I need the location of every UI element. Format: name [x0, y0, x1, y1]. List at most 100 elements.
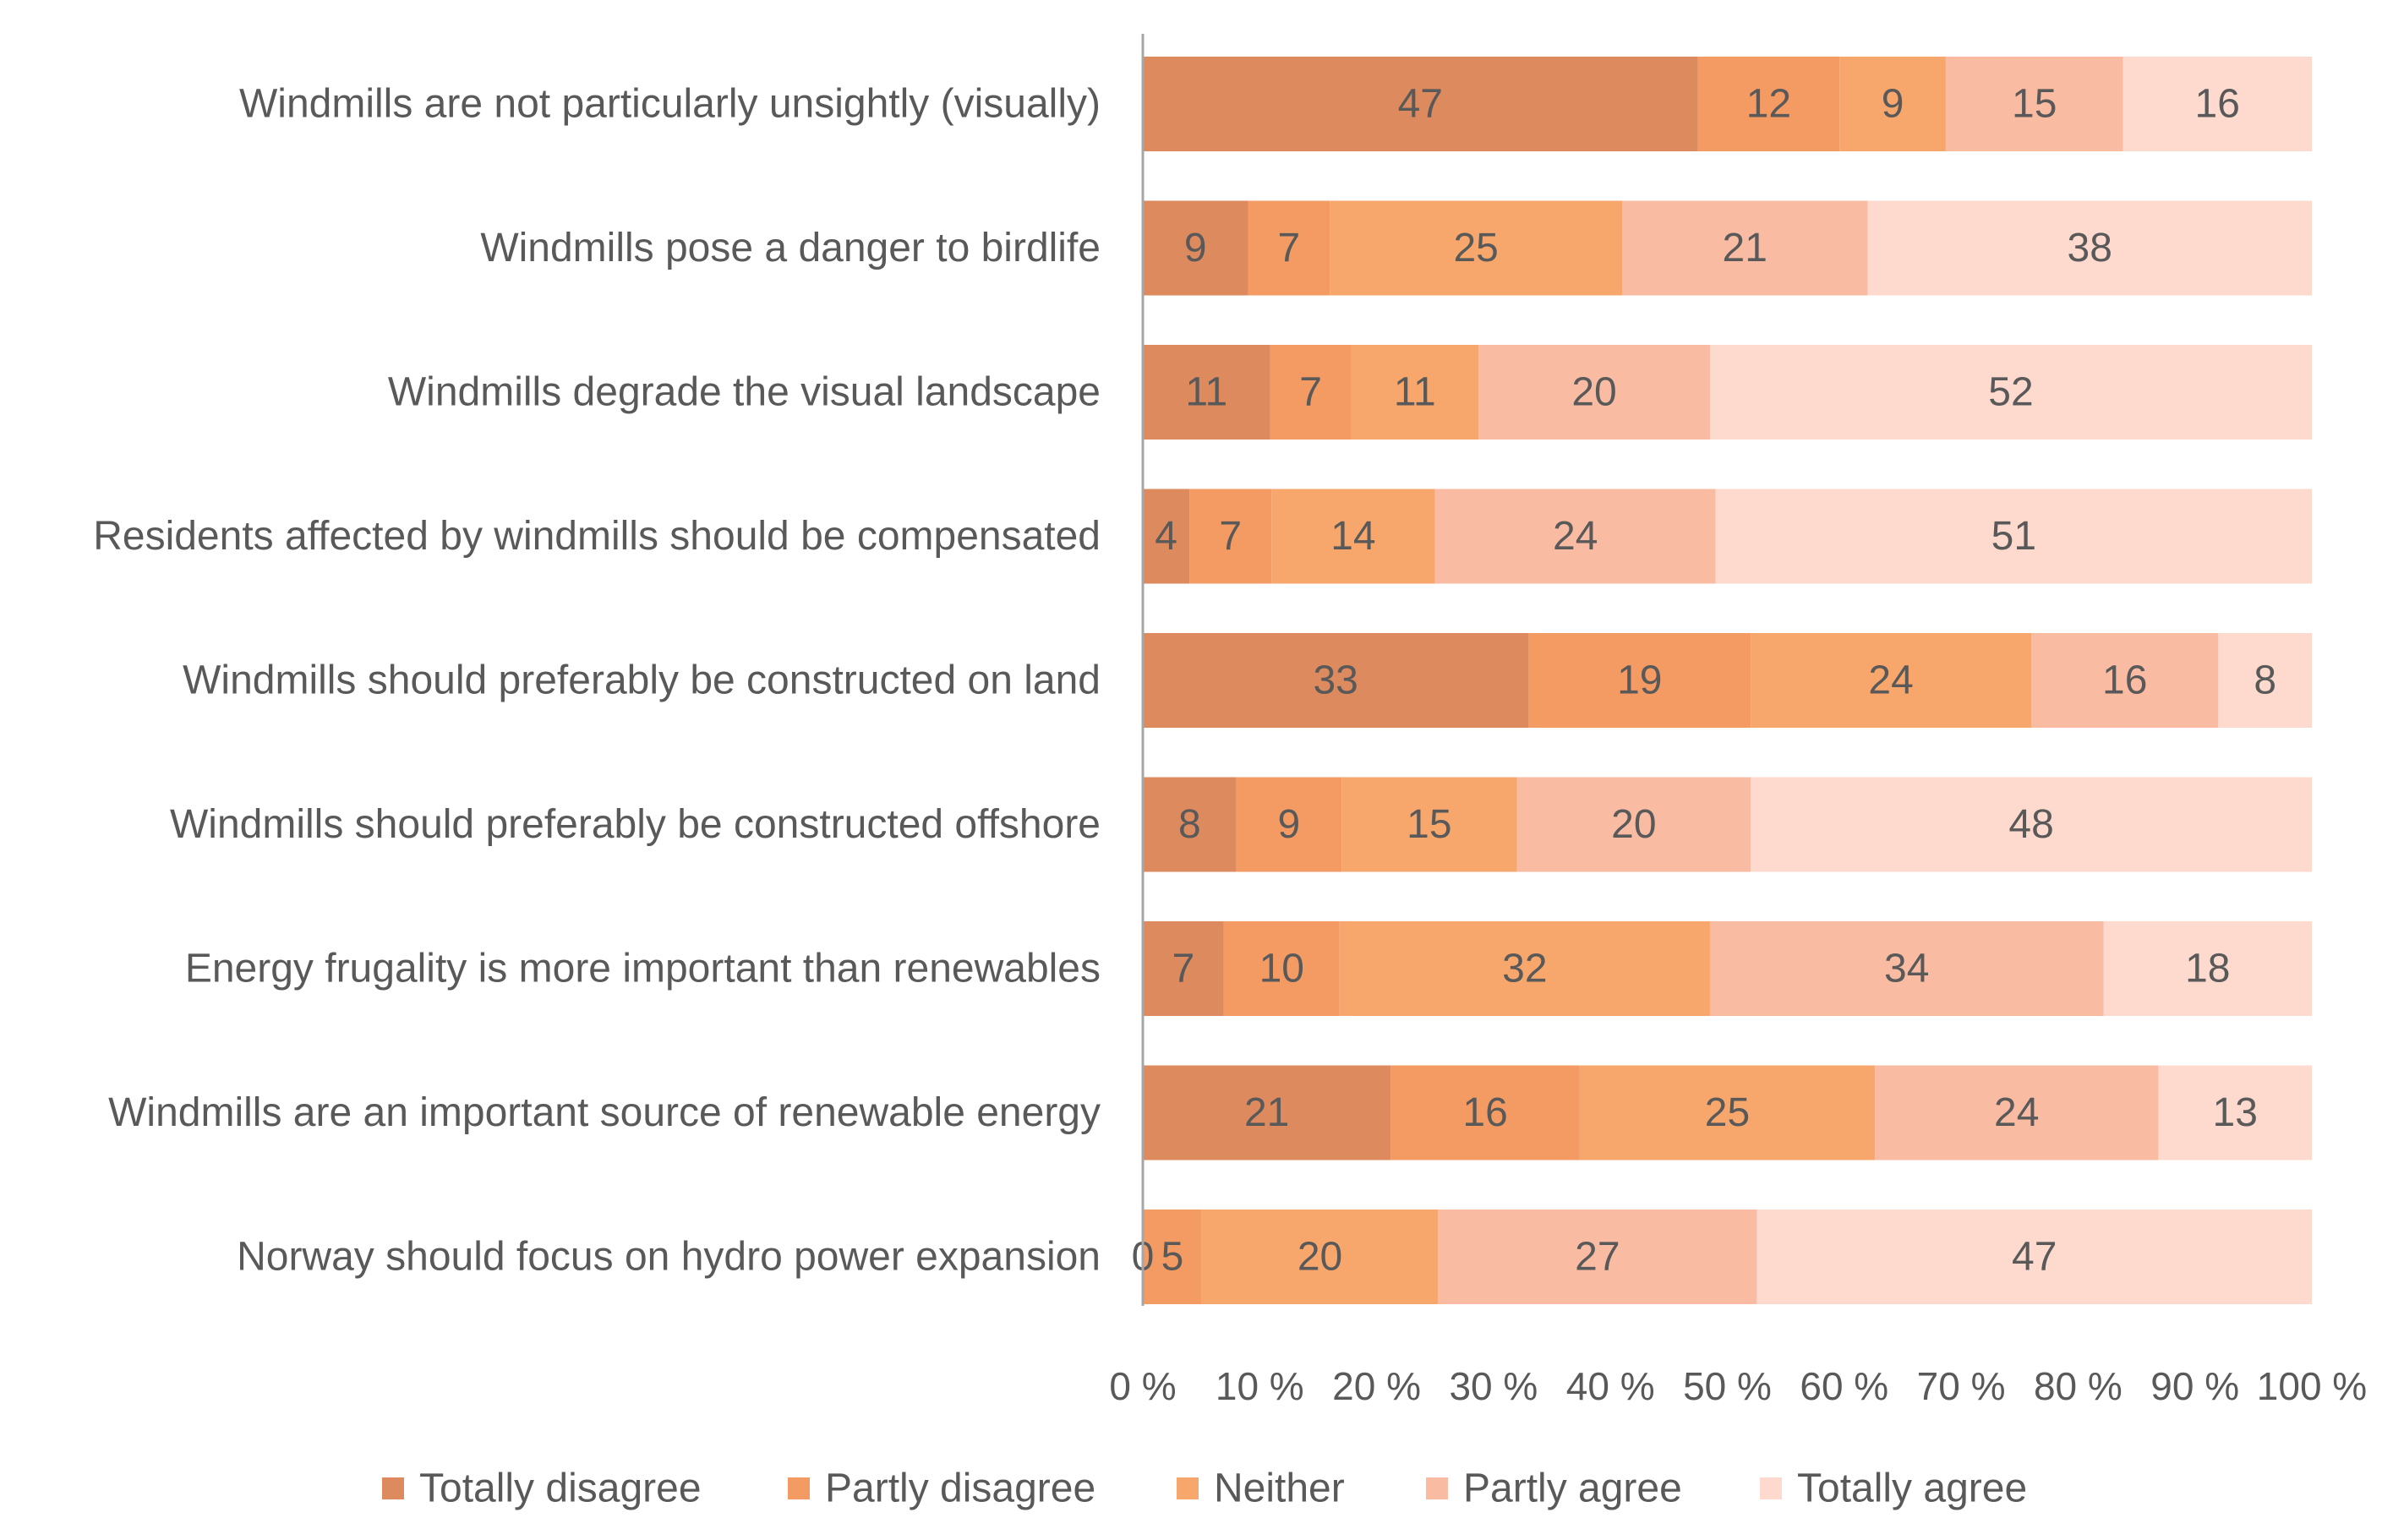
bar-segment: [1143, 345, 1270, 440]
bar-value-label: 24: [1994, 1090, 2039, 1135]
bar-segment: [1341, 777, 1517, 872]
bar-value-label: 9: [1278, 802, 1301, 847]
bar-segment: [1622, 200, 1868, 296]
bar-value-label: 12: [1746, 82, 1791, 127]
bar-segment: [1945, 57, 2123, 151]
category-label: Windmills are an important source of ren…: [108, 1090, 1101, 1135]
x-tick-label: 70 %: [1917, 1364, 2006, 1408]
x-tick-label: 100 %: [2257, 1364, 2367, 1408]
bar-value-label: 10: [1259, 947, 1304, 991]
x-tick-label: 30 %: [1449, 1364, 1538, 1408]
legend-swatch: [1760, 1477, 1782, 1499]
bar-value-label: 9: [1882, 82, 1904, 127]
x-tick-label: 80 %: [2034, 1364, 2122, 1408]
bar-segment: [1143, 921, 1224, 1016]
bar-segment: [1248, 200, 1330, 296]
bar-segment: [2122, 57, 2312, 151]
category-label: Energy frugality is more important than …: [185, 947, 1101, 991]
bar-segment: [2218, 633, 2312, 728]
x-axis-tick-labels: 0 % 10 % 20 % 30 % 40 % 50 % 60 % 70 % 80 % 90 % 1…: [1109, 1364, 2367, 1408]
bar-segment: [1236, 777, 1342, 872]
bar-value-label: 34: [1884, 947, 1929, 991]
x-tick-label: 10 %: [1216, 1364, 1304, 1408]
category-label: Windmills are not particularly unsightly…: [239, 82, 1101, 127]
bar-value-label: 24: [1553, 514, 1598, 559]
bar-value-label: 11: [1394, 370, 1436, 415]
bar-value-label: 51: [1991, 514, 2036, 559]
bar-segment: [1201, 1210, 1439, 1304]
legend-label: Partly disagree: [825, 1466, 1095, 1511]
bar-value-label: 25: [1453, 226, 1498, 270]
category-labels-group: Windmills are not particularly unsightly…: [93, 82, 1101, 1280]
bar-segment: [1223, 921, 1340, 1016]
bar-segment: [1339, 921, 1710, 1016]
bar-value-label: 7: [1172, 947, 1195, 991]
bar-segment: [1579, 1065, 1876, 1160]
bar-value-label: 13: [2213, 1090, 2258, 1135]
bar-value-label: 21: [1723, 226, 1767, 270]
legend-label: Totally agree: [1797, 1466, 2027, 1511]
bar-value-label: 4: [1155, 514, 1177, 559]
bar-value-label: 15: [2012, 82, 2057, 127]
bar-value-label: 15: [1407, 802, 1451, 847]
bar-value-label: 20: [1298, 1235, 1342, 1280]
bar-segment: [1697, 57, 1840, 151]
bar-value-label: 48: [2008, 802, 2053, 847]
bar-segment: [2103, 921, 2312, 1016]
x-tick-label: 20 %: [1332, 1364, 1421, 1408]
bar-segment: [1756, 1210, 2312, 1304]
bar-value-label: 32: [1502, 947, 1547, 991]
category-label: Windmills should preferably be construct…: [183, 658, 1101, 703]
bar-value-label: 7: [1219, 514, 1242, 559]
x-tick-label: 50 %: [1683, 1364, 1772, 1408]
x-tick-label: 90 %: [2150, 1364, 2239, 1408]
legend-swatch: [1177, 1477, 1199, 1499]
bar-value-label: 11: [1185, 370, 1227, 415]
bar-segment: [1390, 1065, 1580, 1160]
legend-swatch: [382, 1477, 404, 1499]
x-tick-label: 0 %: [1109, 1364, 1176, 1408]
bar-segment: [1271, 489, 1435, 584]
legend-label: Partly agree: [1463, 1466, 1682, 1511]
bar-value-label: 8: [1178, 802, 1201, 847]
legend: Totally disagree Partly disagree Neither Pa…: [382, 1466, 2027, 1511]
bar-value-label: 47: [1398, 82, 1443, 127]
bar-value-label: 20: [1571, 370, 1616, 415]
bar-value-label: 16: [2195, 82, 2240, 127]
bar-value-label: 8: [2254, 658, 2276, 703]
bar-value-label: 47: [2012, 1235, 2057, 1280]
category-label: Windmills pose a danger to birdlife: [480, 226, 1101, 270]
legend-swatch: [788, 1477, 810, 1499]
bar-segment: [1709, 345, 2312, 440]
bar-segment: [1143, 633, 1529, 728]
bar-segment: [1751, 633, 2032, 728]
bar-segment: [1143, 1065, 1391, 1160]
category-label: Residents affected by windmills should b…: [93, 514, 1101, 559]
bar-segment: [1189, 489, 1272, 584]
bar-value-label: 33: [1313, 658, 1358, 703]
bar-segment: [1438, 1210, 1757, 1304]
bar-value-label: 25: [1705, 1090, 1750, 1135]
bar-segment: [2158, 1065, 2312, 1160]
bar-segment: [1478, 345, 1710, 440]
category-label: Windmills degrade the visual landscape: [388, 370, 1101, 415]
bar-segment: [1434, 489, 1716, 584]
bar-value-label: 7: [1299, 370, 1322, 415]
bar-segment: [1715, 489, 2312, 584]
bar-segment: [1143, 57, 1698, 151]
bar-segment: [2031, 633, 2219, 728]
bar-value-label: 21: [1244, 1090, 1289, 1135]
bar-segment: [1143, 1210, 1202, 1304]
bar-value-label: 38: [2068, 226, 2112, 270]
bar-segment: [1143, 777, 1237, 872]
bars-group: [1143, 57, 2312, 1304]
bar-value-label: 52: [1988, 370, 2033, 415]
x-tick-label: 40 %: [1566, 1364, 1655, 1408]
bar-value-label: 16: [2102, 658, 2147, 703]
bar-segment: [1351, 345, 1479, 440]
bar-segment: [1143, 200, 1248, 296]
category-label: Norway should focus on hydro power expan…: [237, 1235, 1101, 1280]
bar-segment: [1143, 489, 1190, 584]
bar-value-label: 7: [1278, 226, 1301, 270]
